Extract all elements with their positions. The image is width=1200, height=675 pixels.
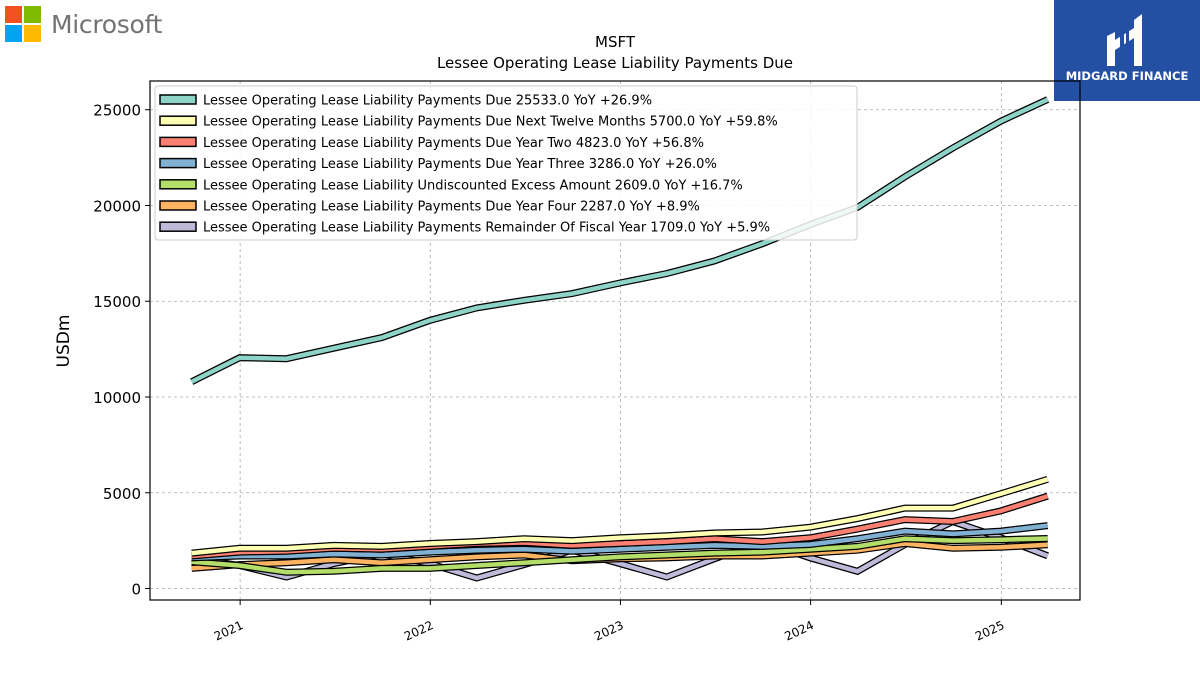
legend-swatch — [159, 115, 197, 126]
legend-label: Lessee Operating Lease Liability Payment… — [203, 221, 770, 236]
plot-area-frame — [149, 80, 1081, 601]
y-tick-label: 0 — [131, 581, 141, 599]
legend-box — [154, 85, 858, 241]
logo-square-blue — [5, 25, 22, 42]
series-line — [191, 522, 1049, 562]
legend-label: Lessee Operating Lease Liability Payment… — [203, 94, 652, 109]
y-tick-label: 15000 — [93, 293, 141, 311]
series-line-stroke — [190, 97, 1049, 384]
x-tick-label: 2025 — [973, 618, 1007, 644]
legend-label: Lessee Operating Lease Liability Payment… — [203, 136, 704, 151]
legend-label: Lessee Operating Lease Liability Payment… — [203, 200, 700, 215]
series-line — [190, 96, 1050, 385]
series-line — [191, 535, 1048, 576]
logo-square-green — [24, 6, 41, 23]
x-tick-label: 2022 — [402, 618, 436, 644]
legend-swatch — [159, 221, 197, 232]
legend-label: Lessee Operating Lease Liability Payment… — [203, 115, 778, 130]
logo-square-yellow — [24, 25, 41, 42]
series-line-stroke — [191, 523, 1048, 561]
legend-swatch — [159, 200, 197, 211]
legend: Lessee Operating Lease Liability Payment… — [154, 85, 858, 241]
x-tick-label: 2024 — [782, 618, 816, 644]
midgard-m-icon — [1107, 12, 1142, 70]
series-line — [191, 475, 1049, 557]
legend-swatch — [159, 94, 197, 105]
x-tick-label: 2021 — [212, 618, 246, 644]
midgard-finance-logo: MIDGARD FINANCE — [1054, 0, 1200, 101]
y-tick-label: 25000 — [93, 102, 141, 120]
legend-swatch — [159, 179, 197, 190]
microsoft-logo: Microsoft — [5, 5, 162, 43]
series-line-stroke — [191, 477, 1049, 556]
y-axis-label: USDm — [54, 315, 74, 368]
microsoft-four-squares-icon — [5, 6, 41, 42]
y-tick-label: 20000 — [93, 197, 141, 215]
legend-swatch — [159, 157, 197, 169]
legend-label: Lessee Operating Lease Liability Payment… — [203, 157, 717, 172]
chart-subtitle: Lessee Operating Lease Liability Payment… — [437, 54, 793, 72]
midgard-finance-text: MIDGARD FINANCE — [1065, 69, 1189, 83]
logo-square-red — [5, 6, 22, 23]
x-tick-label: 2023 — [592, 618, 626, 644]
series-line-stroke — [191, 536, 1048, 575]
legend-swatch — [159, 136, 197, 148]
series-lines — [190, 96, 1050, 582]
y-tick-label: 5000 — [103, 485, 141, 503]
legend-label: Lessee Operating Lease Liability Undisco… — [203, 178, 743, 193]
microsoft-logo-text: Microsoft — [51, 9, 163, 39]
chart-title: MSFT — [595, 33, 636, 51]
y-tick-label: 10000 — [93, 389, 141, 407]
